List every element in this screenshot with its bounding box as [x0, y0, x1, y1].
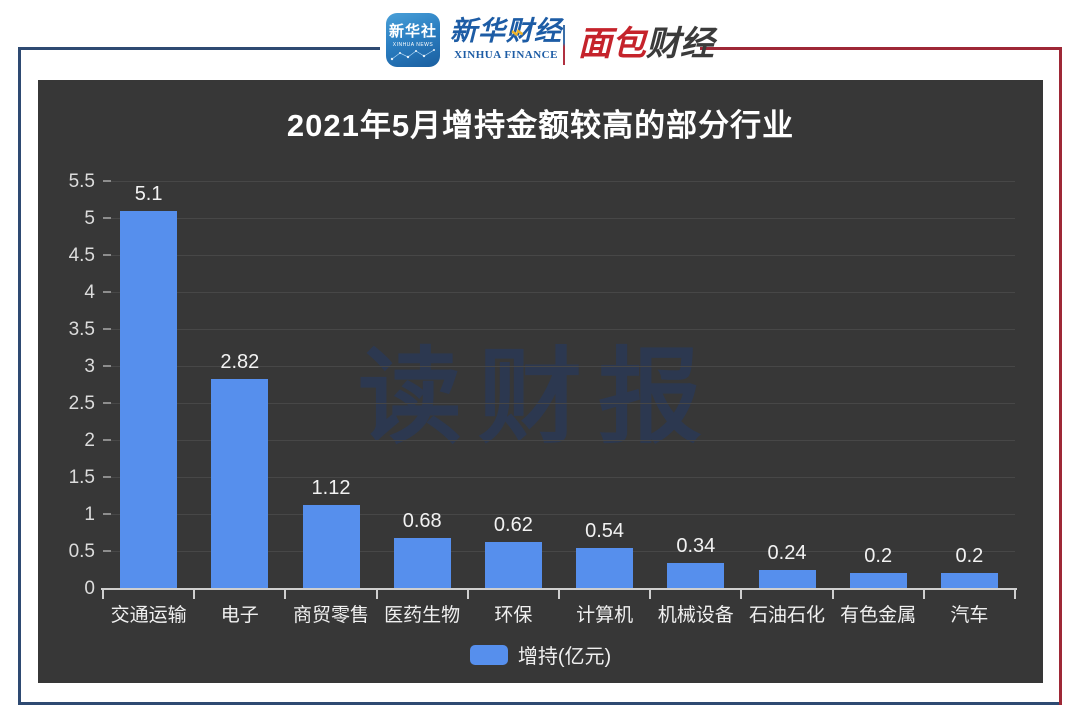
gridline — [103, 366, 1015, 367]
y-axis-tick — [103, 217, 111, 219]
x-axis-category-label: 商贸零售 — [292, 605, 369, 626]
x-axis-category-label: 计算机 — [576, 605, 634, 626]
legend: 增持(亿元) — [38, 640, 1043, 669]
bar — [302, 505, 360, 588]
bar-value-label: 0.54 — [585, 520, 625, 543]
y-axis-label: 2 — [84, 430, 95, 451]
y-axis-label: 5 — [84, 208, 95, 229]
bar-value-label: 0.24 — [767, 542, 807, 565]
bar — [484, 542, 542, 588]
x-axis-category-label: 医药生物 — [384, 605, 461, 626]
bar — [758, 570, 816, 588]
x-axis-category-label: 环保 — [494, 605, 533, 626]
frame-border-right — [1059, 47, 1062, 705]
y-axis-label: 0.5 — [68, 541, 95, 562]
x-axis-tick — [375, 590, 378, 599]
y-axis-tick — [103, 291, 111, 293]
mianbao-finance-logo-red: 面包 — [578, 25, 646, 63]
x-axis-category-label: 有色金属 — [840, 605, 917, 626]
legend-label: 增持(亿元) — [517, 646, 612, 668]
bar-value-label: 0.2 — [864, 545, 893, 568]
y-axis-label: 5.5 — [68, 171, 95, 192]
y-axis-tick — [103, 180, 111, 182]
x-axis-category-label: 汽车 — [950, 605, 989, 626]
legend-marker — [469, 644, 508, 665]
gridline — [103, 181, 1015, 182]
x-axis-category-label: 电子 — [220, 605, 259, 626]
xinhua-finance-logo-en: XINHUA FINANCE — [454, 49, 558, 61]
bar-value-label: 5.1 — [134, 182, 163, 205]
y-axis-label: 4 — [84, 282, 95, 303]
y-axis-label: 3.5 — [68, 319, 95, 340]
y-axis-label: 4.5 — [68, 245, 95, 266]
y-axis-label: 3 — [84, 356, 95, 377]
bar-value-label: 2.82 — [220, 351, 260, 374]
gridline — [103, 329, 1015, 330]
xinhua-news-logo-en: XINHUA NEWS — [392, 42, 434, 48]
gridline — [103, 292, 1015, 293]
x-axis-tick — [740, 590, 743, 599]
x-axis-category-label: 机械设备 — [657, 605, 734, 626]
x-axis-tick — [922, 590, 925, 599]
gridline — [103, 255, 1015, 256]
bar — [849, 573, 907, 588]
x-axis-tick — [1014, 590, 1016, 599]
x-axis-tick — [466, 590, 469, 599]
y-axis-tick — [103, 513, 111, 515]
bar — [120, 210, 178, 588]
x-axis-tick — [284, 590, 287, 599]
x-axis-category-label: 交通运输 — [110, 605, 187, 626]
frame-border-left — [18, 47, 21, 705]
mianbao-finance-logo-dark: 财经 — [646, 25, 714, 63]
constellation-icon — [390, 49, 435, 61]
y-axis-tick — [103, 402, 111, 404]
y-axis-tick — [103, 439, 111, 441]
frame-border-bottom — [18, 702, 1062, 705]
bar — [211, 379, 269, 588]
gridline — [103, 551, 1015, 552]
xinhua-finance-logo: 新华财经 ⌁ XINHUA FINANCE — [447, 16, 565, 61]
y-axis-tick — [103, 328, 111, 330]
xinhua-news-logo-cn: 新华社 — [388, 23, 437, 40]
x-axis-tick — [193, 590, 196, 599]
x-axis-line — [101, 588, 1017, 590]
x-axis-tick — [831, 590, 834, 599]
xinhua-news-logo-icon: 新华社 XINHUA NEWS — [386, 13, 440, 67]
bar — [393, 537, 451, 588]
bar — [940, 573, 998, 588]
x-axis-tick — [558, 590, 560, 599]
y-axis-tick — [103, 254, 111, 256]
x-axis-tick — [102, 590, 104, 599]
x-axis-tick — [649, 590, 652, 599]
y-axis-label: 1 — [84, 504, 95, 525]
gridline — [103, 477, 1015, 478]
y-axis-label: 1.5 — [68, 467, 95, 488]
y-axis-label: 2.5 — [68, 393, 95, 414]
bar-value-label: 0.68 — [402, 509, 442, 532]
header-left-rule — [18, 47, 380, 50]
y-axis-tick — [103, 365, 111, 367]
bar-value-label: 1.12 — [311, 477, 351, 500]
gridline — [103, 403, 1015, 404]
mianbao-finance-logo: 面包财经 — [578, 22, 714, 66]
chart-panel: 2021年5月增持金额较高的部分行业 读财报 0 0.5 1 1.5 2 2.5 3 3.5 4… — [38, 80, 1043, 683]
xinhua-finance-logo-cn: 新华财经 ⌁ — [450, 16, 562, 46]
bar — [576, 548, 634, 588]
gridline — [103, 218, 1015, 219]
bar-value-label: 0.34 — [676, 534, 716, 557]
gridline — [103, 514, 1015, 515]
bar-value-label: 0.62 — [493, 514, 533, 537]
header-right-rule — [700, 47, 1061, 50]
chart-title: 2021年5月增持金额较高的部分行业 — [286, 108, 795, 143]
y-axis-tick — [103, 550, 111, 552]
y-axis-label: 0 — [84, 578, 95, 599]
watermark: 读财报 — [358, 340, 719, 456]
bar-value-label: 0.2 — [955, 545, 984, 568]
y-axis-tick — [103, 476, 111, 478]
x-axis-category-label: 石油石化 — [748, 605, 825, 626]
bar — [667, 562, 725, 588]
gridline — [103, 440, 1015, 441]
logo-separator — [563, 25, 565, 65]
